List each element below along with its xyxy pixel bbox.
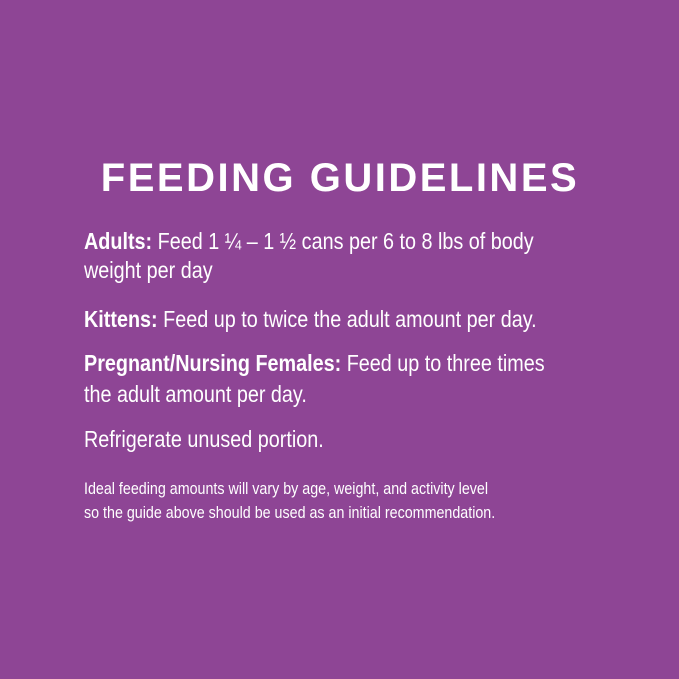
adults-text-cont: weight per day <box>84 257 213 283</box>
kittens-label: Kittens: <box>84 306 158 332</box>
refrigerate-note: Refrigerate unused portion. <box>84 426 324 452</box>
pregnant-text: Feed up to three times <box>346 350 545 376</box>
page-title: FEEDING GUIDELINES <box>100 156 580 200</box>
adults-guideline: Adults: Feed 1 ¼ – 1 ½ cans per 6 to 8 l… <box>84 228 534 255</box>
pregnant-text-cont: the adult amount per day. <box>84 381 307 407</box>
kittens-guideline: Kittens: Feed up to twice the adult amou… <box>84 306 537 333</box>
disclaimer-line-1: Ideal feeding amounts will vary by age, … <box>84 479 489 498</box>
pregnant-guideline: Pregnant/Nursing Females: Feed up to thr… <box>84 350 545 377</box>
adults-text: Feed 1 ¼ – 1 ½ cans per 6 to 8 lbs of bo… <box>157 228 534 254</box>
kittens-text: Feed up to twice the adult amount per da… <box>163 306 537 332</box>
disclaimer-line-2: so the guide above should be used as an … <box>84 503 496 522</box>
pregnant-label: Pregnant/Nursing Females: <box>84 350 342 376</box>
adults-label: Adults: <box>84 228 153 254</box>
